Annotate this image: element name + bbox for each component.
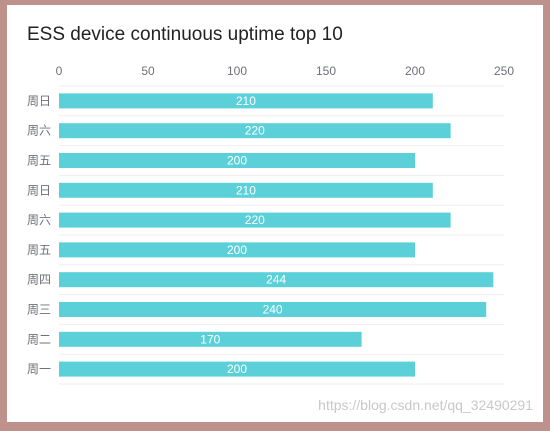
y-category-label: 周一 — [27, 362, 51, 376]
bar-value-label: 210 — [236, 183, 256, 197]
y-category-label: 周五 — [27, 243, 51, 257]
bar — [59, 272, 494, 288]
bar — [59, 93, 433, 109]
bar — [59, 302, 487, 317]
bar-value-label: 220 — [245, 124, 265, 138]
x-tick-label: 0 — [56, 64, 63, 78]
bar — [59, 242, 415, 258]
y-category-label: 周日 — [27, 183, 51, 197]
y-category-label: 周六 — [27, 213, 51, 227]
bar-value-label: 240 — [263, 303, 283, 317]
bar — [59, 361, 415, 377]
bar — [59, 331, 362, 347]
y-category-label: 周五 — [27, 154, 51, 168]
watermark: https://blog.csdn.net/qq_32490291 — [318, 397, 533, 413]
bar-value-label: 170 — [200, 332, 220, 346]
bar — [59, 212, 451, 228]
bars — [59, 93, 494, 377]
y-category-label: 周六 — [27, 124, 51, 138]
x-tick-label: 100 — [227, 64, 247, 78]
bar-value-label: 220 — [245, 213, 265, 227]
y-category-label: 周三 — [27, 303, 51, 317]
bar — [59, 182, 433, 198]
x-tick-label: 150 — [316, 64, 336, 78]
x-tick-label: 200 — [405, 64, 425, 78]
bar-value-label: 200 — [227, 243, 247, 257]
y-category-label: 周日 — [27, 94, 51, 108]
chart-panel: ESS device continuous uptime top 10 0 50 1… — [7, 5, 543, 422]
grid-lines — [59, 85, 504, 385]
x-tick-label: 50 — [141, 64, 155, 78]
bar — [59, 153, 415, 168]
bar-value-label: 200 — [227, 362, 247, 376]
y-category-label: 周四 — [27, 273, 51, 287]
bar — [59, 123, 451, 139]
x-tick-label: 250 — [494, 64, 514, 78]
bar-chart: ESS device continuous uptime top 10 0 50 1… — [27, 24, 515, 385]
bar-value-label: 210 — [236, 94, 256, 108]
x-axis-ticks: 0 50 100 150 200 250 — [56, 64, 515, 78]
chart-title: ESS device continuous uptime top 10 — [27, 24, 343, 45]
bar-labels: 210 220 200 210 220 200 244 240 170 200 — [200, 94, 286, 376]
bar-value-label: 200 — [227, 154, 247, 168]
bar-value-label: 244 — [266, 273, 286, 287]
y-category-label: 周二 — [27, 332, 51, 346]
